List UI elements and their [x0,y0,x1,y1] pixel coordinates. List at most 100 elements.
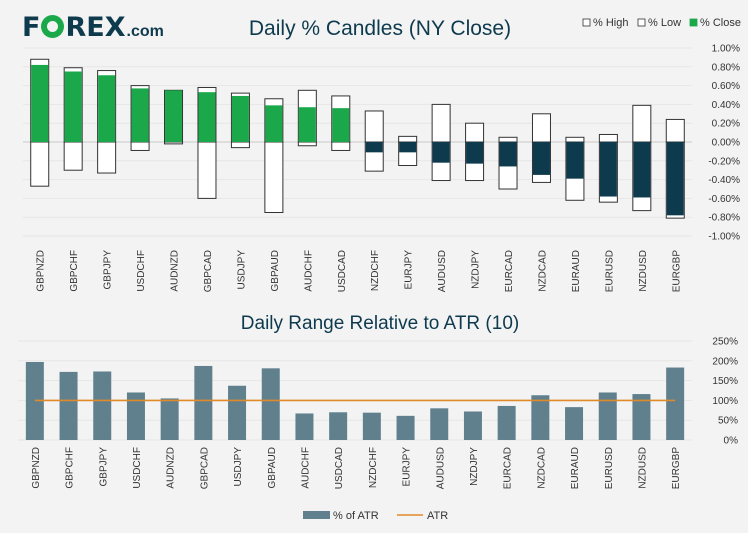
candles-chart-title: Daily % Candles (NY Close) [249,17,511,40]
atr-x-tick-label: NZDCHF [368,447,379,488]
atr-bar-audchf [295,413,314,440]
atr-y-tick-label: 150% [712,376,738,387]
candle-eurjpy [398,135,418,166]
candles-x-tick-label: EURAUD [571,250,582,292]
atr-bar-audusd [430,408,449,440]
candles-gridlines [23,47,692,237]
candle-high-bar [398,135,418,143]
candles-x-tick-label: AUDUSD [437,250,448,292]
candle-gbpaud [264,98,284,213]
candle-euraud [565,136,585,201]
candle-high-bar [465,122,485,143]
atr-x-tick-label: USDCHF [132,447,143,489]
atr-x-tick-label: EURUSD [604,447,615,489]
candle-high-bar [498,136,518,143]
atr-legend-item-range: % of ATR [303,510,379,522]
atr-bar-gbpchf [59,371,78,440]
candle-high-bar [364,110,384,143]
candles-x-axis: GBPNZD GBPCHF GBPJPY USDCHF AUDNZD GBPCAD USDJ… [36,250,683,293]
candles-x-tick-label: AUDNZD [170,250,181,292]
candle-low-bar [63,141,83,171]
candle-high-bar [632,104,652,143]
atr-x-tick-label: AUDUSD [435,447,446,489]
legend-swatch [637,18,646,27]
logo-o-ring-icon [41,15,65,38]
candle-usdjpy [230,92,250,149]
candle-gbpjpy [97,70,117,174]
candle-close-bar [365,142,383,153]
candle-close-bar [399,142,417,153]
candles-x-tick-label: GBPJPY [103,250,114,290]
legend-swatch [582,18,591,27]
atr-y-axis: 250% 200% 150% 100% 50% 0% [712,337,738,447]
atr-x-axis: GBPNZD GBPCHF GBPJPY USDCHF AUDNZD GBPCAD USDJ… [31,447,682,490]
candles-x-tick-label: NZDCHF [370,250,381,291]
atr-bar-nzdcad [531,395,550,440]
candle-close-bar [432,142,450,163]
candle-close-bar [666,142,684,216]
candle-audnzd [164,89,184,145]
atr-bar-usdchf [126,392,145,440]
atr-x-tick-label: GBPNZD [31,447,42,489]
candle-high-bar [431,103,451,143]
candle-low-bar [331,141,351,151]
candles-x-tick-label: GBPAUD [270,250,281,292]
candle-nzdchf [364,110,384,172]
candles-x-tick-label: GBPCAD [203,250,214,292]
atr-x-tick-label: AUDCHF [300,447,311,489]
candle-close-bar [265,105,283,142]
atr-x-tick-label: EURAUD [570,447,581,489]
atr-x-tick-label: USDJPY [233,447,244,487]
candle-close-bar [31,64,49,142]
atr-legend: % of ATR ATR [303,510,448,522]
candle-gbpcad [197,86,217,199]
candles-x-tick-label: EURJPY [404,250,415,290]
candle-eurcad [498,136,518,190]
candle-close-bar [633,142,651,198]
candle-gbpnzd [30,58,50,187]
candles-legend-item: % Low [637,17,681,29]
atr-x-tick-label: GBPAUD [267,447,278,489]
atr-legend-item-atr: ATR [397,510,448,522]
candle-close-bar [466,142,484,164]
candle-close-bar [298,107,316,142]
atr-bar-gbpaud [261,368,280,440]
candle-high-bar [665,118,685,143]
candles-y-tick-label: 0.60% [712,81,740,92]
atr-y-tick-label: 0% [724,436,739,447]
candles-x-tick-label: GBPCHF [69,250,80,292]
atr-bar-gbpcad [194,365,213,440]
candle-low-bar [164,141,184,145]
legend-swatch [303,511,330,519]
candles-bars [30,58,685,219]
candle-high-bar [531,113,551,143]
candles-x-tick-label: NZDCAD [537,250,548,292]
candle-gbpchf [63,67,83,171]
candles-y-tick-label: 0.00% [712,138,740,149]
candles-y-tick-label: 0.40% [712,100,740,111]
atr-x-tick-label: EURJPY [402,447,413,487]
candles-y-tick-label: 1.00% [712,44,740,55]
atr-x-tick-label: GBPCAD [199,447,210,489]
candle-nzdjpy [465,122,485,182]
atr-x-tick-label: NZDJPY [469,447,480,486]
atr-x-tick-label: EURGBP [671,447,682,490]
candle-low-bar [130,141,150,151]
logo-f: F [22,12,41,43]
atr-y-tick-label: 50% [718,416,738,427]
atr-bars [25,361,685,440]
candle-close-bar [566,142,584,179]
candles-y-tick-label: -0.40% [708,175,740,186]
candle-low-bar [30,141,50,187]
candles-y-tick-label: -0.60% [708,194,740,205]
legend-label: ATR [427,510,448,522]
candle-close-bar [198,92,216,142]
atr-chart-title: Daily Range Relative to ATR (10) [241,313,519,334]
candles-y-tick-label: -0.20% [708,156,740,167]
candle-close-bar [231,95,249,142]
atr-bar-nzdchf [362,412,381,440]
candle-close-bar [332,108,350,142]
candles-x-tick-label: GBPNZD [36,250,47,292]
legend-label: % Close [700,17,741,29]
